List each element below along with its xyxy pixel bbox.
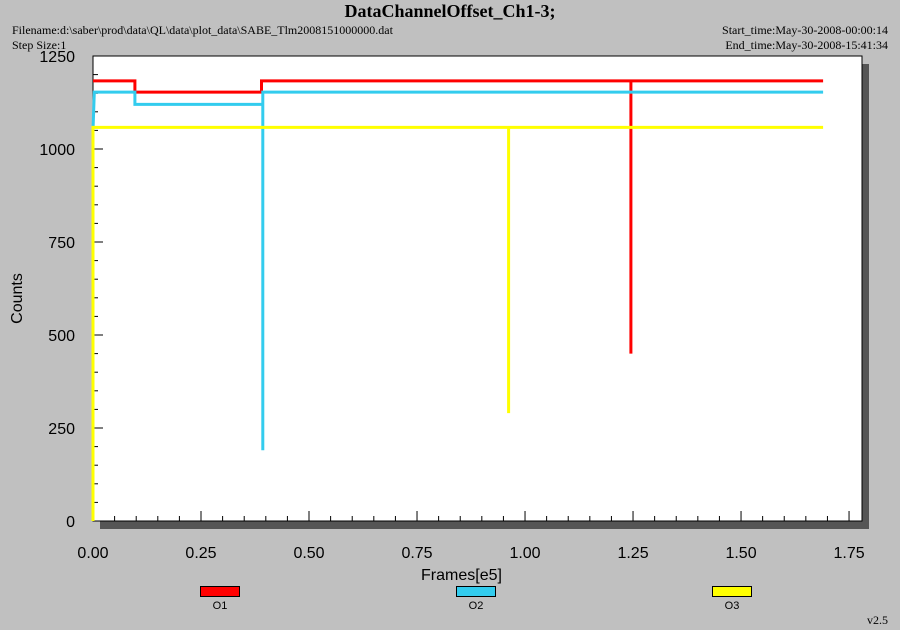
x-tick-label: 1.25 xyxy=(617,545,648,562)
series-line-o2 xyxy=(91,90,824,451)
x-tick-label: 0.00 xyxy=(77,545,108,562)
x-tick-label: 1.00 xyxy=(509,545,540,562)
legend-swatch-o3 xyxy=(712,586,752,597)
end-time-text: End_time:May-30-2008-15:41:34 xyxy=(725,38,888,52)
plot-area xyxy=(92,55,863,522)
step-size-text: Step Size:1 xyxy=(12,38,67,52)
y-tick-label: 750 xyxy=(48,235,75,252)
legend-swatch-o2 xyxy=(456,586,496,597)
x-tick-label: 0.25 xyxy=(185,545,216,562)
x-tick-label: 0.50 xyxy=(293,545,324,562)
x-tick-label: 1.50 xyxy=(725,545,756,562)
y-tick-label: 1250 xyxy=(39,49,75,66)
legend-label-o3: O3 xyxy=(724,600,740,612)
x-axis-label: Frames[e5] xyxy=(421,567,502,584)
series-line-o3 xyxy=(91,125,824,521)
legend-label-o1: O1 xyxy=(212,600,228,612)
chart-title: DataChannelOffset_Ch1-3; xyxy=(344,1,556,21)
y-tick-label: 0 xyxy=(66,514,75,531)
legend-label-o2: O2 xyxy=(468,600,484,612)
start-time-text: Start_time:May-30-2008-00:00:14 xyxy=(722,23,888,37)
y-axis-label: Counts xyxy=(9,273,26,324)
x-tick-label: 1.75 xyxy=(833,545,864,562)
y-tick-label: 250 xyxy=(48,421,75,438)
legend-swatch-o1 xyxy=(200,586,240,597)
x-tick-label: 0.75 xyxy=(401,545,432,562)
legend-item-o3: O3 xyxy=(702,586,762,612)
legend-item-o2: O2 xyxy=(446,586,506,612)
version-label: v2.5 xyxy=(867,613,888,627)
filename-text: Filename:d:\saber\prod\data\QL\data\plot… xyxy=(12,23,393,37)
y-tick-label: 1000 xyxy=(39,142,75,159)
series-line-o1 xyxy=(93,79,824,354)
legend-item-o1: O1 xyxy=(190,586,250,612)
y-tick-label: 500 xyxy=(48,328,75,345)
